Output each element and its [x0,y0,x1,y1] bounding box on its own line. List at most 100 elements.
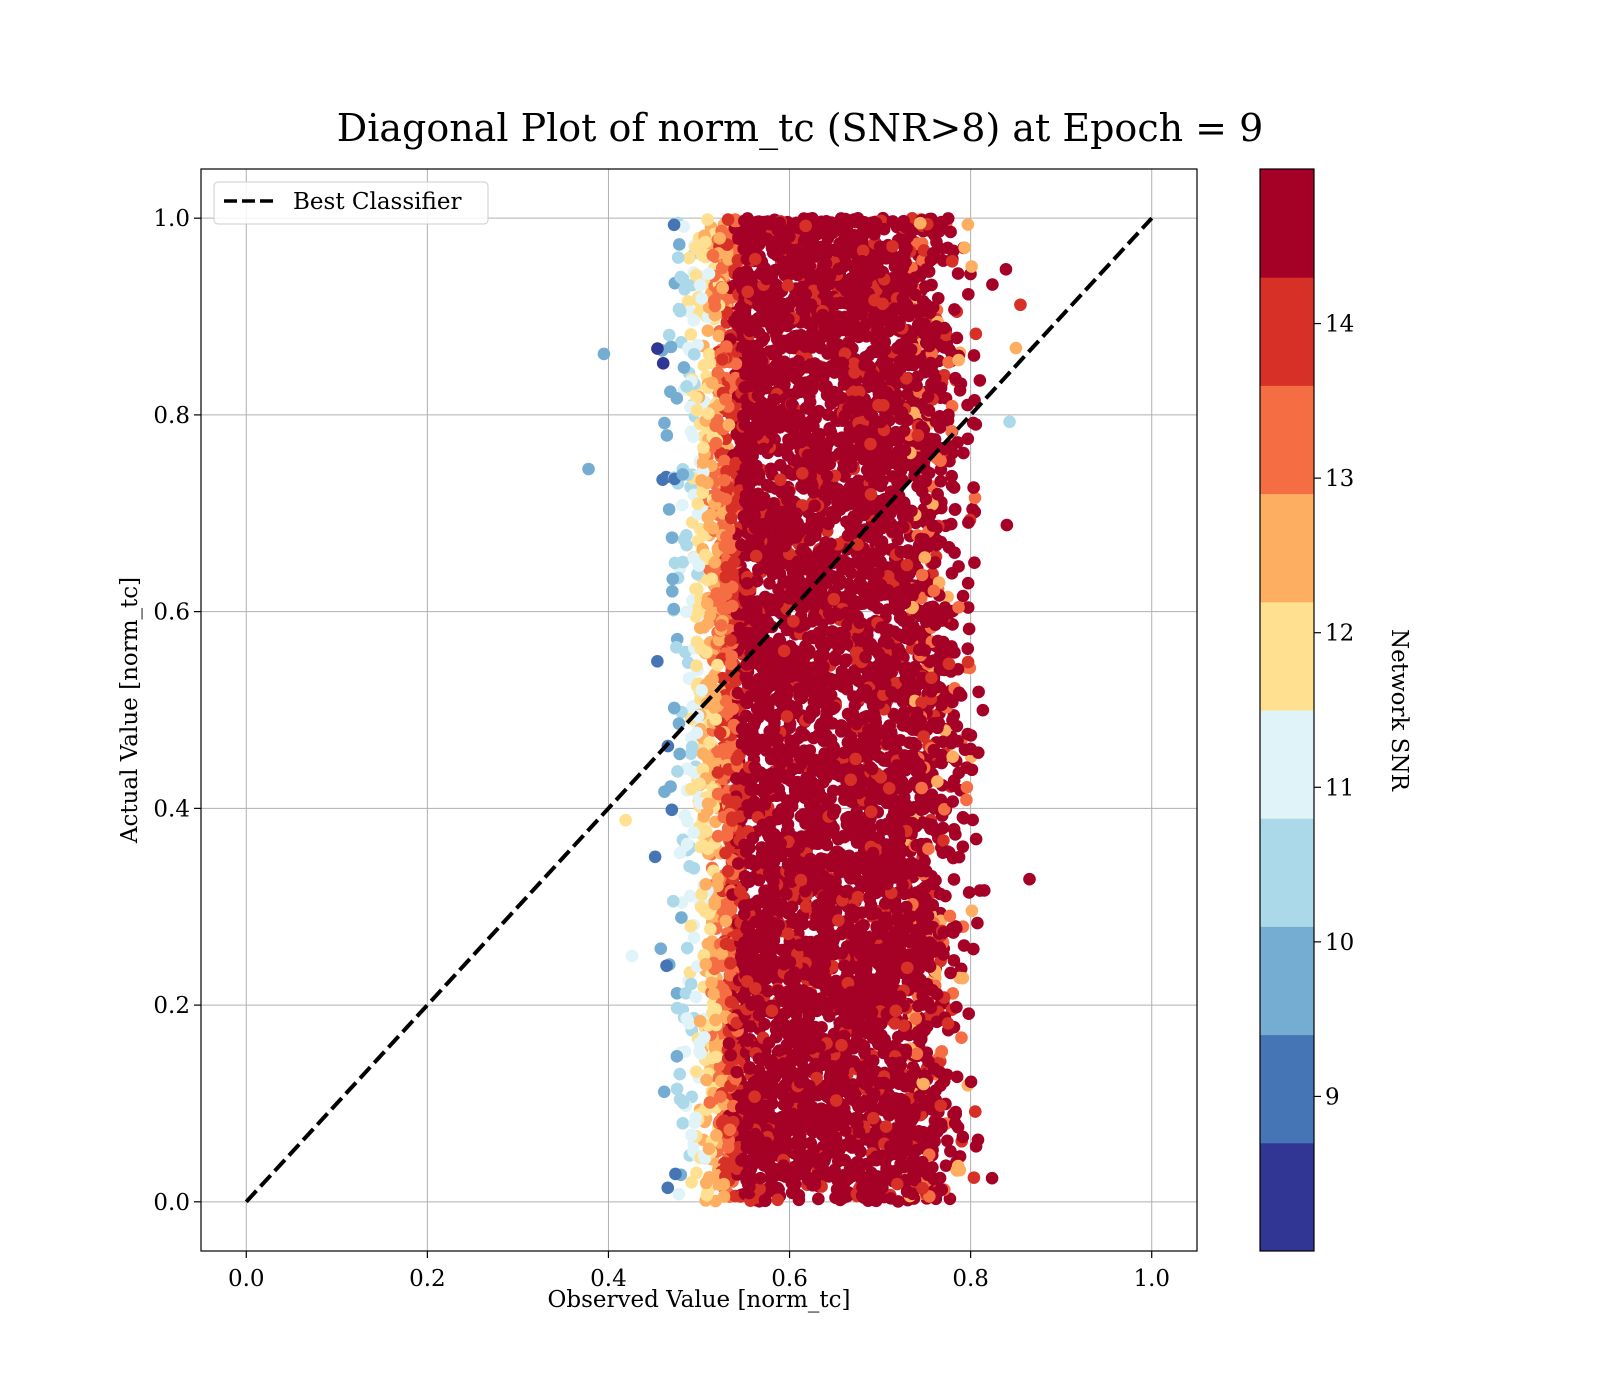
scatter-point [919,492,933,506]
scatter-point [665,584,679,598]
scatter-point [917,1077,930,1091]
scatter-point [949,921,963,935]
scatter-point [697,359,711,372]
scatter-point [710,1129,723,1142]
scatter-point [705,976,718,990]
scatter-point [690,659,703,673]
scatter-point [702,1142,716,1156]
scatter-point [923,508,937,522]
scatter-point [948,303,961,316]
scatter-point [726,702,739,716]
scatter-point [960,793,973,807]
scatter-point [972,685,985,699]
scatter-point [718,539,731,553]
scatter-point [930,987,944,1001]
scatter-point [949,371,962,385]
scatter-point [919,298,933,311]
scatter-point [968,491,982,505]
scatter-point [744,1020,757,1033]
scatter-point [662,328,676,342]
scatter-point [666,572,680,586]
scatter-point [696,456,710,469]
scatter-point [713,726,727,740]
scatter-point [932,716,946,730]
scatter-point [956,840,970,853]
scatter-point [715,947,729,961]
scatter-point [690,404,704,417]
scatter-point [722,1037,736,1050]
scatter-point [928,618,942,631]
scatter-point [924,898,937,911]
scatter-point [724,1048,737,1062]
scatter-point [937,948,950,961]
scatter-point [939,889,952,903]
scatter-point [950,1070,964,1084]
scatter-point [948,1117,962,1130]
scatter-point [935,1045,949,1058]
scatter-point [936,821,950,835]
scatter-point [961,601,975,614]
scatter-point [690,1166,703,1180]
scatter-point [967,349,981,362]
scatter-point [954,689,968,702]
scatter-point [925,671,938,685]
scatter-point [934,1099,948,1112]
scatter-point [684,328,698,341]
scatter-point [729,357,743,371]
scatter-point [935,1183,949,1196]
scatter-point [713,232,726,245]
scatter-point [695,474,708,487]
scatter-point [651,342,664,355]
scatter-point [934,463,948,476]
scatter-point [985,1171,999,1185]
scatter-point [678,809,692,822]
scatter-point [681,295,695,308]
scatter-point [719,492,732,506]
scatter-point [928,331,941,344]
scatter-point [986,278,999,291]
scatter-point [946,750,959,763]
scatter-point [914,532,928,546]
scatter-point [933,421,947,434]
scatter-point [719,1161,733,1174]
scatter-point [920,977,934,991]
scatter-point [928,536,942,550]
scatter-point [910,379,923,392]
scatter-point [690,635,704,649]
scatter-point [709,1013,722,1027]
scatter-point [670,986,684,1000]
scatter-point [724,511,738,525]
scatter-point [680,605,693,619]
scatter-point [724,634,737,647]
scatter-point [935,220,949,233]
scatter-point [654,942,668,955]
scatter-point [721,213,735,226]
scatter-point [923,960,937,973]
scatter-point [701,842,715,856]
scatter-point [968,556,981,570]
scatter-point [680,837,694,851]
scatter-point [690,726,704,740]
scatter-point [947,774,961,787]
scatter-point [958,241,971,254]
scatter-point [944,736,958,750]
scatter-point [931,775,944,788]
scatter-point [717,1177,731,1191]
scatter-point [675,498,689,512]
scatter-point [708,897,722,911]
scatter-point [969,327,983,341]
scatter-point [731,857,745,870]
scatter-point [709,1002,723,1016]
scatter-point [958,743,972,756]
scatter-point [962,622,976,636]
scatter-point [725,599,739,613]
scatter-point [951,1159,965,1173]
scatter-point [718,454,731,468]
scatter-point [952,353,965,367]
scatter-point [701,213,714,226]
scatter-point [946,795,960,808]
scatter-point [672,302,686,316]
scatter-point [961,655,975,669]
scatter-point [944,1144,957,1158]
